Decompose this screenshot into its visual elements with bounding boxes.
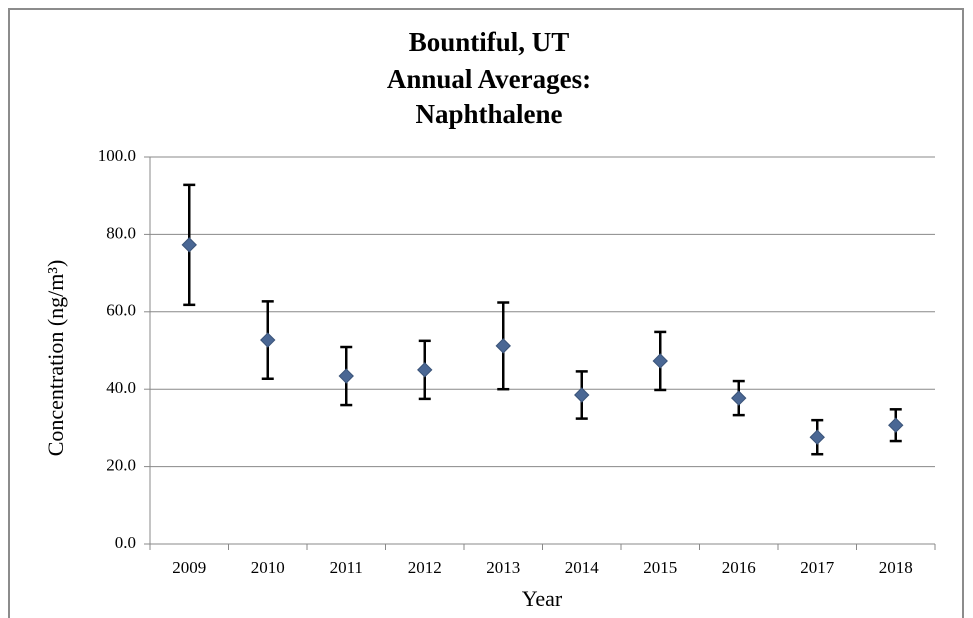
x-tick-label: 2011 (330, 558, 363, 577)
x-tick-label: 2018 (879, 558, 913, 577)
x-tick-label: 2017 (800, 558, 835, 577)
x-tick-label: 2012 (408, 558, 442, 577)
x-tick-label: 2016 (722, 558, 756, 577)
chart-title: Naphthalene (415, 99, 562, 129)
y-tick-label: 60.0 (106, 301, 136, 320)
y-tick-label: 20.0 (106, 456, 136, 475)
y-tick-label: 80.0 (106, 223, 136, 242)
data-point (338, 368, 354, 384)
data-point (495, 338, 511, 354)
x-axis-label: Year (522, 586, 563, 611)
y-tick-label: 40.0 (106, 378, 136, 397)
data-point (731, 390, 747, 406)
x-tick-label: 2013 (486, 558, 520, 577)
data-point (574, 387, 590, 403)
y-tick-label: 0.0 (115, 533, 136, 552)
data-point (888, 417, 904, 433)
data-point (260, 332, 276, 348)
x-tick-label: 2010 (251, 558, 285, 577)
y-tick-label: 100.0 (98, 146, 136, 165)
data-point (809, 429, 825, 445)
chart-title: Annual Averages: (387, 64, 591, 94)
chart-frame (8, 8, 964, 618)
x-tick-label: 2015 (643, 558, 677, 577)
data-point (652, 353, 668, 369)
x-tick-label: 2014 (565, 558, 600, 577)
data-point (181, 237, 197, 253)
x-tick-label: 2009 (172, 558, 206, 577)
data-point (417, 362, 433, 378)
y-axis-label: Concentration (ng/m³) (43, 260, 68, 457)
chart-title: Bountiful, UT (409, 27, 570, 57)
